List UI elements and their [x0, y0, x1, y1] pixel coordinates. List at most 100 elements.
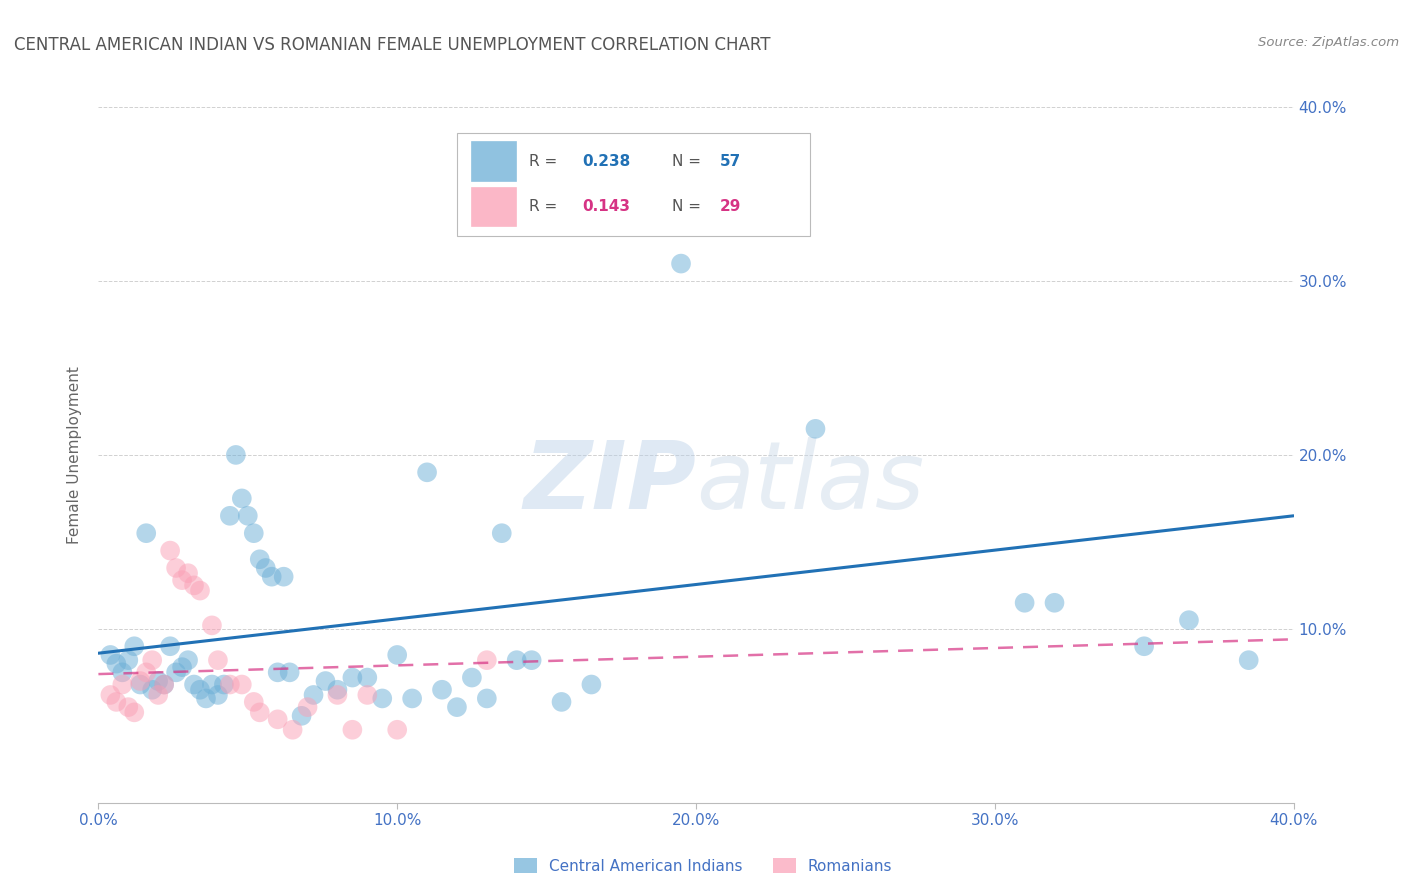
Point	[172, 660, 194, 674]
Point	[342, 723, 364, 737]
Text: R =: R =	[529, 154, 562, 169]
Point	[315, 674, 337, 689]
Point	[231, 491, 253, 506]
Point	[1043, 596, 1066, 610]
Point	[236, 508, 259, 523]
Y-axis label: Female Unemployment: Female Unemployment	[67, 366, 83, 544]
Point	[281, 723, 304, 737]
Point	[430, 682, 453, 697]
Point	[1237, 653, 1260, 667]
Point	[201, 618, 224, 632]
FancyBboxPatch shape	[457, 133, 810, 235]
Point	[129, 677, 152, 691]
Point	[148, 688, 170, 702]
Point	[249, 706, 271, 720]
Point	[117, 653, 139, 667]
Point	[446, 700, 468, 714]
Point	[111, 665, 134, 680]
Point	[231, 677, 253, 691]
Point	[267, 665, 290, 680]
Point	[291, 708, 314, 723]
Point	[219, 677, 242, 691]
Point	[260, 570, 283, 584]
Point	[105, 695, 128, 709]
Point	[195, 691, 218, 706]
Point	[254, 561, 277, 575]
Point	[550, 695, 572, 709]
Legend: Central American Indians, Romanians: Central American Indians, Romanians	[508, 852, 898, 880]
Point	[416, 466, 439, 480]
Point	[1133, 639, 1156, 653]
Point	[159, 639, 181, 653]
Point	[219, 508, 242, 523]
Point	[177, 566, 200, 581]
Point	[302, 688, 325, 702]
Point	[1014, 596, 1036, 610]
Point	[117, 700, 139, 714]
Point	[243, 695, 266, 709]
Text: 0.238: 0.238	[582, 154, 631, 169]
Point	[165, 665, 187, 680]
Point	[326, 688, 349, 702]
Point	[124, 639, 146, 653]
Point	[165, 561, 187, 575]
Point	[141, 653, 163, 667]
Point	[461, 671, 484, 685]
Point	[1178, 613, 1201, 627]
Text: ZIP: ZIP	[523, 437, 696, 529]
Point	[342, 671, 364, 685]
Point	[183, 578, 205, 592]
Point	[249, 552, 271, 566]
Point	[111, 677, 134, 691]
Point	[401, 691, 423, 706]
Point	[225, 448, 247, 462]
Point	[326, 682, 349, 697]
Point	[188, 583, 211, 598]
Point	[371, 691, 394, 706]
Point	[297, 700, 319, 714]
Point	[135, 526, 157, 541]
Point	[278, 665, 301, 680]
Text: R =: R =	[529, 200, 562, 214]
Point	[183, 677, 205, 691]
Point	[520, 653, 543, 667]
Point	[475, 691, 498, 706]
Point	[207, 688, 229, 702]
Text: N =: N =	[672, 154, 706, 169]
Point	[475, 653, 498, 667]
Point	[172, 573, 194, 587]
Text: CENTRAL AMERICAN INDIAN VS ROMANIAN FEMALE UNEMPLOYMENT CORRELATION CHART: CENTRAL AMERICAN INDIAN VS ROMANIAN FEMA…	[14, 36, 770, 54]
Point	[804, 422, 827, 436]
FancyBboxPatch shape	[471, 142, 517, 182]
Point	[207, 653, 229, 667]
Point	[153, 677, 176, 691]
Point	[385, 723, 409, 737]
Text: N =: N =	[672, 200, 706, 214]
Point	[506, 653, 529, 667]
Text: atlas: atlas	[696, 437, 924, 528]
Text: 57: 57	[720, 154, 741, 169]
Point	[188, 682, 211, 697]
Point	[385, 648, 409, 662]
Point	[177, 653, 200, 667]
Point	[356, 671, 378, 685]
Point	[141, 682, 163, 697]
Point	[153, 677, 176, 691]
Point	[581, 677, 603, 691]
Text: Source: ZipAtlas.com: Source: ZipAtlas.com	[1258, 36, 1399, 49]
Point	[135, 665, 157, 680]
Point	[148, 674, 170, 689]
Point	[356, 688, 378, 702]
Point	[212, 677, 235, 691]
Point	[669, 257, 692, 271]
FancyBboxPatch shape	[471, 186, 517, 227]
Text: 29: 29	[720, 200, 741, 214]
Point	[243, 526, 266, 541]
Point	[159, 543, 181, 558]
Point	[129, 674, 152, 689]
Text: 0.143: 0.143	[582, 200, 630, 214]
Point	[105, 657, 128, 671]
Point	[273, 570, 295, 584]
Point	[124, 706, 146, 720]
Point	[267, 712, 290, 726]
